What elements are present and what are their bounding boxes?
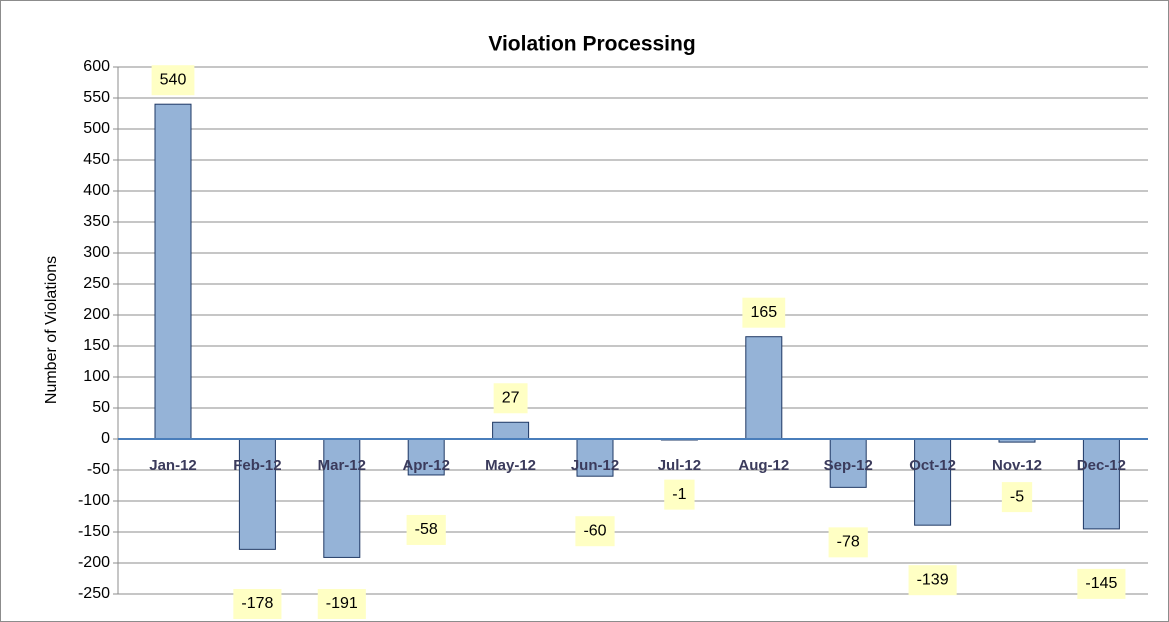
data-label: -1 bbox=[672, 486, 686, 503]
x-tick-label: Oct-12 bbox=[909, 457, 956, 474]
data-label-box bbox=[664, 479, 695, 510]
data-label: -139 bbox=[917, 571, 949, 588]
bar bbox=[238, 438, 276, 550]
x-tick-label: Mar-12 bbox=[318, 457, 366, 474]
y-tick-label: 450 bbox=[83, 151, 110, 168]
y-tick-label: 350 bbox=[83, 213, 110, 230]
data-label: 27 bbox=[502, 389, 520, 406]
y-tick-label: 250 bbox=[83, 275, 110, 292]
bar bbox=[323, 438, 361, 558]
bar bbox=[1082, 438, 1120, 530]
y-tick-label: -200 bbox=[78, 554, 110, 571]
x-tick-label: May-12 bbox=[485, 457, 536, 474]
data-label-box bbox=[406, 514, 446, 545]
data-label-box bbox=[1077, 568, 1126, 599]
y-tick-label: 500 bbox=[83, 120, 110, 137]
chart-title: Violation Processing bbox=[488, 33, 695, 56]
y-tick-label: -150 bbox=[78, 523, 110, 540]
data-label-box bbox=[493, 383, 528, 414]
y-tick-label: -100 bbox=[78, 492, 110, 509]
data-label: -178 bbox=[241, 595, 273, 612]
y-tick-label: 200 bbox=[83, 306, 110, 323]
data-label: -58 bbox=[415, 521, 438, 538]
data-label: -145 bbox=[1085, 575, 1117, 592]
y-tick-label: 550 bbox=[83, 89, 110, 106]
data-label-box bbox=[317, 589, 366, 619]
bar bbox=[407, 438, 445, 476]
data-label: 165 bbox=[750, 304, 777, 321]
data-label: 540 bbox=[160, 71, 187, 88]
x-tick-label: Feb-12 bbox=[233, 457, 281, 474]
x-tick-label: Jun-12 bbox=[571, 457, 619, 474]
data-label-box bbox=[828, 527, 868, 558]
bar bbox=[914, 438, 952, 526]
y-tick-label: -50 bbox=[87, 461, 110, 478]
y-tick-label: 400 bbox=[83, 182, 110, 199]
bar bbox=[154, 103, 192, 440]
bar bbox=[745, 336, 783, 440]
y-tick-label: 600 bbox=[83, 58, 110, 75]
x-tick-label: Nov-12 bbox=[992, 457, 1042, 474]
x-tick-label: Jul-12 bbox=[658, 457, 701, 474]
bar bbox=[576, 438, 614, 477]
y-tick-label: -250 bbox=[78, 585, 110, 602]
y-tick-label: 0 bbox=[101, 430, 110, 447]
y-axis-label: Number of Violations bbox=[43, 256, 60, 404]
x-tick-label: Sep-12 bbox=[824, 457, 873, 474]
data-label-box bbox=[151, 65, 195, 96]
y-tick-label: 50 bbox=[92, 399, 110, 416]
data-label-box bbox=[1001, 482, 1033, 513]
data-label: -60 bbox=[583, 522, 606, 539]
x-tick-label: Aug-12 bbox=[738, 457, 789, 474]
bar bbox=[829, 438, 867, 488]
x-tick-label: Dec-12 bbox=[1077, 457, 1126, 474]
y-tick-label: 300 bbox=[83, 244, 110, 261]
data-label: -5 bbox=[1010, 488, 1024, 505]
x-tick-label: Apr-12 bbox=[402, 457, 450, 474]
y-tick-label: 100 bbox=[83, 368, 110, 385]
data-label: -78 bbox=[837, 534, 860, 551]
data-label-box bbox=[742, 297, 786, 328]
data-label-box bbox=[908, 565, 957, 596]
data-label-box bbox=[575, 516, 615, 547]
x-tick-label: Jan-12 bbox=[149, 457, 197, 474]
data-label-box bbox=[233, 589, 282, 619]
data-label: -191 bbox=[326, 595, 358, 612]
bar bbox=[492, 421, 530, 440]
y-tick-label: 150 bbox=[83, 337, 110, 354]
